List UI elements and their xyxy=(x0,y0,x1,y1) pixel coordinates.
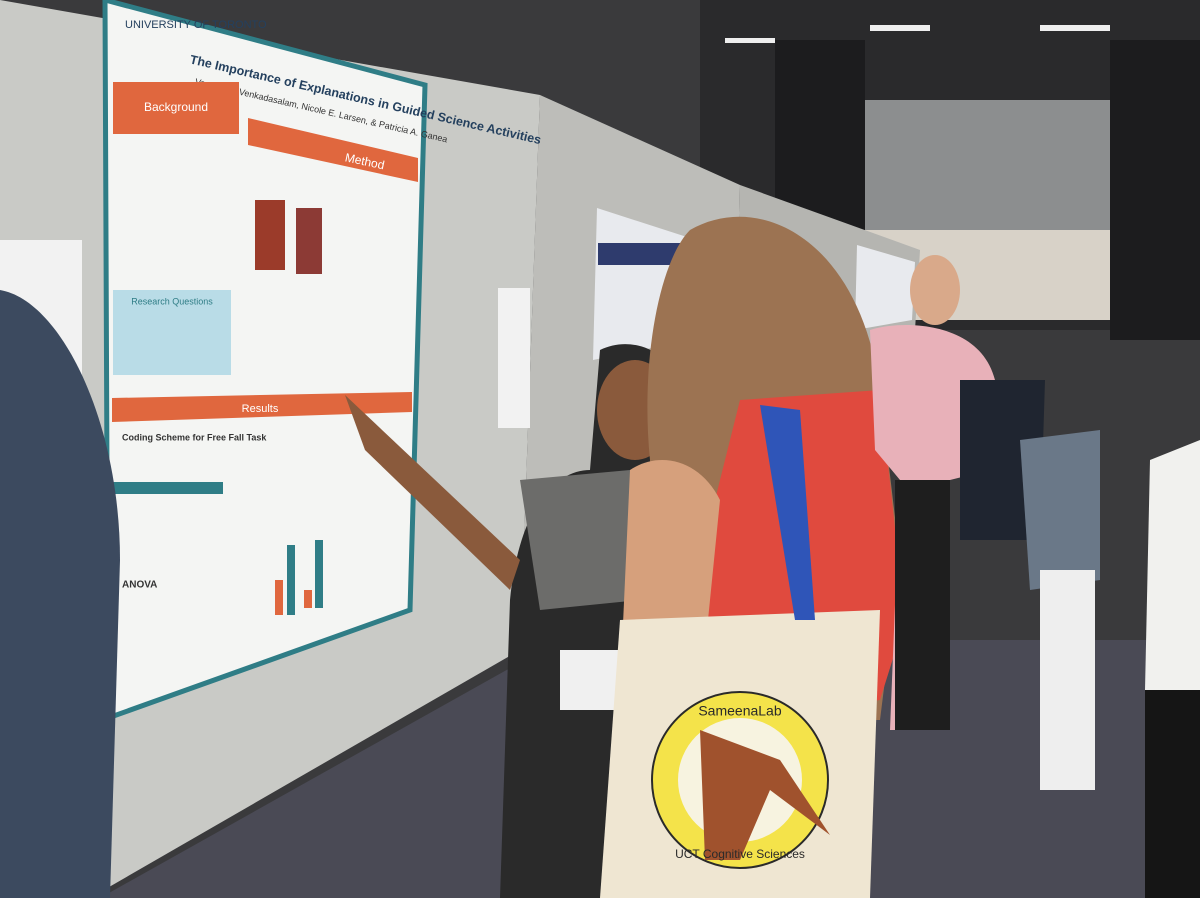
person-background xyxy=(960,380,1045,540)
section-header xyxy=(113,82,239,134)
presenter-top xyxy=(520,470,640,610)
poster-photo xyxy=(255,200,285,270)
section-header xyxy=(248,118,418,182)
bag-text-bottom: UCT Cognitive Sciences xyxy=(675,847,805,861)
woman-top xyxy=(1020,430,1100,590)
section-header xyxy=(112,392,412,422)
bag-logo-animal xyxy=(700,730,830,860)
ceiling-light xyxy=(725,38,775,43)
man-trousers xyxy=(895,480,950,730)
section-title: Results xyxy=(242,403,279,415)
poster-graphic xyxy=(304,590,312,608)
woman-jeans xyxy=(1040,570,1095,790)
poster-graphic xyxy=(315,540,323,608)
person-left xyxy=(0,290,120,898)
section-title: Background xyxy=(144,100,208,114)
research-questions: Research Questions xyxy=(131,296,213,306)
back-wall xyxy=(860,100,1110,230)
paper-sheet xyxy=(498,288,530,428)
research-box xyxy=(113,290,231,375)
person-right xyxy=(1145,440,1200,700)
bag-text-top: SameenaLab xyxy=(698,703,782,719)
poster-photo xyxy=(296,208,322,274)
poster-institution: UNIVERSITY OF TORONTO xyxy=(125,19,267,31)
presenter-arm xyxy=(345,395,520,590)
name-badge xyxy=(560,650,625,710)
anova-heading: ANOVA xyxy=(122,580,157,591)
poster-graphic xyxy=(275,580,283,615)
man-face xyxy=(910,255,960,325)
poster-bar xyxy=(113,482,223,494)
coding-heading: Coding Scheme for Free Fall Task xyxy=(122,432,267,442)
poster-graphic xyxy=(287,545,295,615)
bag-strap xyxy=(760,405,815,620)
ceiling-light xyxy=(870,25,930,31)
poster-header xyxy=(598,243,688,265)
person-right-legs xyxy=(1145,690,1200,898)
poster xyxy=(855,245,915,330)
pillar xyxy=(775,40,865,230)
ceiling-light xyxy=(1040,25,1110,31)
pillar xyxy=(1110,40,1200,340)
